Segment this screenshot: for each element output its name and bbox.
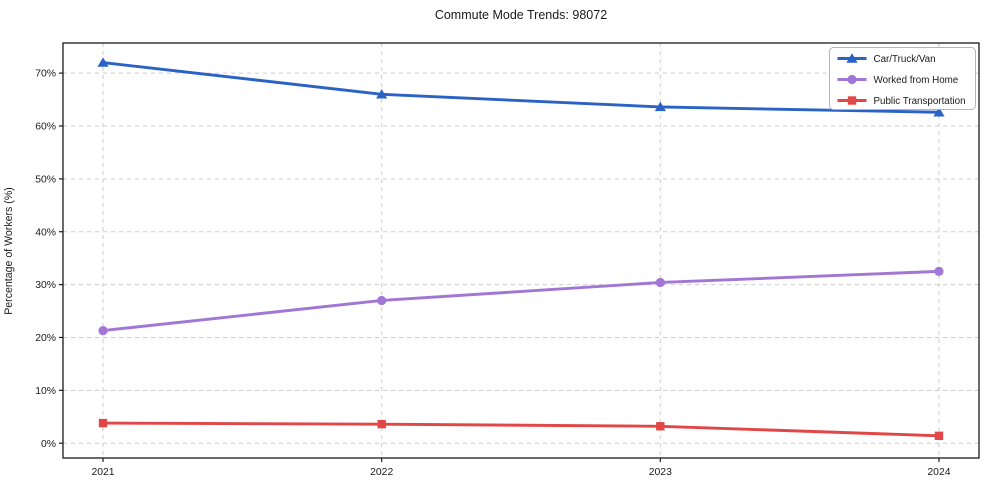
x-tick-label: 2023	[649, 467, 672, 478]
series-marker-worked-from-home	[98, 325, 108, 336]
series-marker-worked-from-home	[655, 277, 665, 288]
x-tick-label: 2021	[91, 467, 114, 478]
y-tick-label: 30%	[35, 280, 56, 291]
series-line-worked-from-home	[101, 269, 941, 333]
x-tick-label: 2022	[370, 467, 393, 478]
y-tick-label: 0%	[41, 439, 56, 450]
legend-label-worked-from-home: Worked from Home	[874, 75, 959, 86]
y-tick-label: 10%	[35, 386, 56, 397]
series-marker-public-transportation	[98, 418, 108, 428]
y-axis-label: Percentage of Workers (%)	[3, 187, 15, 315]
series-marker-car-truck-van	[933, 107, 945, 117]
series-marker-car-truck-van	[376, 89, 388, 99]
y-tick-label: 20%	[35, 333, 56, 344]
legend-swatch-marker-public-transportation	[847, 96, 857, 105]
legend-label-public-transportation: Public Transportation	[874, 96, 966, 107]
series-marker-public-transportation	[934, 431, 944, 440]
series-marker-car-truck-van	[654, 101, 666, 112]
series-marker-worked-from-home	[377, 295, 387, 306]
y-tick-label: 40%	[35, 227, 56, 238]
y-tick-label: 50%	[35, 174, 56, 185]
y-tick-label: 70%	[35, 69, 56, 80]
series-marker-worked-from-home	[934, 266, 944, 276]
legend-swatch-marker-worked-from-home	[847, 74, 857, 85]
plot-frame	[62, 42, 980, 459]
legend-swatch-marker-car-truck-van	[846, 53, 858, 63]
series-line-car-truck-van	[101, 61, 941, 114]
series-marker-public-transportation	[656, 422, 665, 431]
series-marker-car-truck-van	[97, 57, 109, 67]
x-tick-label: 2024	[927, 467, 950, 478]
y-tick-label: 60%	[35, 122, 56, 133]
series-marker-public-transportation	[377, 419, 386, 429]
chart-title: Commute Mode Trends: 98072	[434, 8, 608, 22]
legend-box	[829, 47, 976, 110]
legend-label-car-truck-van: Car/Truck/Van	[874, 54, 936, 65]
series-line-public-transportation	[101, 421, 941, 438]
